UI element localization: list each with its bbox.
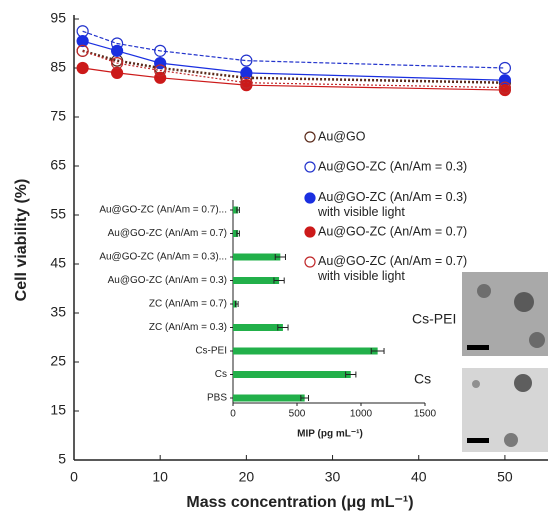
- inset-x-tick-label: 500: [289, 409, 306, 420]
- inset-x-tick-label: 1000: [350, 409, 373, 420]
- y-tick-label: 15: [50, 402, 66, 418]
- bar: [233, 253, 281, 261]
- legend-marker: [304, 226, 316, 238]
- data-point: [110, 66, 124, 80]
- data-point: [76, 61, 89, 75]
- y-tick-label: 5: [58, 451, 66, 467]
- y-tick-label: 45: [50, 255, 66, 271]
- error-bar: [273, 277, 285, 284]
- inset-x-axis-title: MIP (pg mL⁻¹): [297, 429, 363, 440]
- x-tick-label: 40: [411, 469, 427, 485]
- data-point: [240, 79, 253, 92]
- error-bar: [345, 371, 357, 378]
- micrograph-label: Cs-PEI: [412, 311, 456, 327]
- bar: [233, 371, 351, 378]
- data-point: [154, 44, 167, 57]
- y-axis-title: Cell viability (%): [13, 179, 30, 302]
- inset-category-label: PBS: [207, 393, 227, 404]
- legend-marker: [304, 256, 316, 268]
- data-point: [76, 34, 89, 48]
- x-tick-label: 0: [70, 469, 78, 485]
- error-bar: [236, 207, 240, 213]
- series-line: [82, 40, 505, 81]
- data-point: [498, 61, 512, 75]
- legend-marker: [304, 192, 316, 204]
- y-tick-label: 35: [50, 304, 66, 320]
- bar: [233, 206, 239, 214]
- error-bar: [277, 324, 289, 331]
- data-point: [240, 76, 253, 89]
- bar: [233, 300, 237, 308]
- micrograph-label: Cs: [414, 371, 431, 387]
- data-point: [240, 54, 253, 67]
- inset-category-label: Au@GO-ZC (An/Am = 0.3): [108, 275, 227, 286]
- bar: [233, 394, 305, 402]
- y-tick-label: 65: [50, 157, 66, 173]
- error-bar: [300, 395, 310, 401]
- series-line: [82, 30, 505, 69]
- micrograph: [462, 272, 548, 356]
- inset-category-label: ZC (An/Am = 0.3): [149, 322, 227, 333]
- error-bar: [235, 301, 239, 307]
- bar: [233, 347, 378, 355]
- x-tick-label: 20: [239, 469, 255, 485]
- data-point: [154, 64, 167, 77]
- y-tick-label: 25: [50, 353, 66, 369]
- inset-category-label: Au@GO-ZC (An/Am = 0.3)...: [99, 252, 227, 263]
- data-point: [76, 44, 89, 57]
- error-bar: [274, 254, 286, 260]
- micrograph: [462, 368, 548, 452]
- legend-label: Au@GO: [318, 129, 366, 143]
- data-point: [498, 81, 512, 94]
- x-axis-title: Mass concentration (μg mL⁻¹): [186, 494, 413, 511]
- inset-x-tick-label: 1500: [414, 409, 437, 420]
- series-line: [82, 49, 505, 84]
- inset-category-label: Cs-PEI: [195, 346, 227, 357]
- bar: [233, 230, 239, 237]
- y-tick-label: 95: [50, 10, 66, 26]
- y-tick-label: 75: [50, 108, 66, 124]
- x-tick-label: 30: [325, 469, 341, 485]
- error-bar: [236, 230, 240, 237]
- data-point: [110, 56, 124, 70]
- legend-label: Au@GO-ZC (An/Am = 0.7) with visible light: [317, 254, 467, 283]
- y-tick-label: 85: [50, 59, 66, 75]
- y-tick-label: 55: [50, 206, 66, 222]
- data-point: [110, 44, 124, 57]
- legend-label: Au@GO-ZC (An/Am = 0.7): [318, 224, 467, 238]
- data-point: [498, 83, 512, 97]
- inset-category-label: ZC (An/Am = 0.7): [149, 299, 227, 310]
- inset-x-tick-label: 0: [230, 409, 236, 420]
- x-tick-label: 10: [152, 469, 168, 485]
- bar: [233, 277, 280, 284]
- bar: [233, 324, 283, 331]
- x-tick-label: 50: [497, 469, 513, 485]
- inset-category-label: Au@GO-ZC (An/Am = 0.7): [108, 228, 227, 239]
- error-bar: [370, 348, 385, 354]
- series-line: [82, 50, 505, 89]
- data-point: [240, 66, 253, 80]
- inset-category-label: Cs: [215, 369, 227, 380]
- legend-marker: [304, 131, 316, 143]
- legend-label: Au@GO-ZC (An/Am = 0.3): [318, 159, 467, 173]
- legend-label: Au@GO-ZC (An/Am = 0.3) with visible light: [317, 190, 467, 219]
- inset-category-label: Au@GO-ZC (An/Am = 0.7)...: [99, 205, 227, 216]
- legend-marker: [304, 161, 316, 173]
